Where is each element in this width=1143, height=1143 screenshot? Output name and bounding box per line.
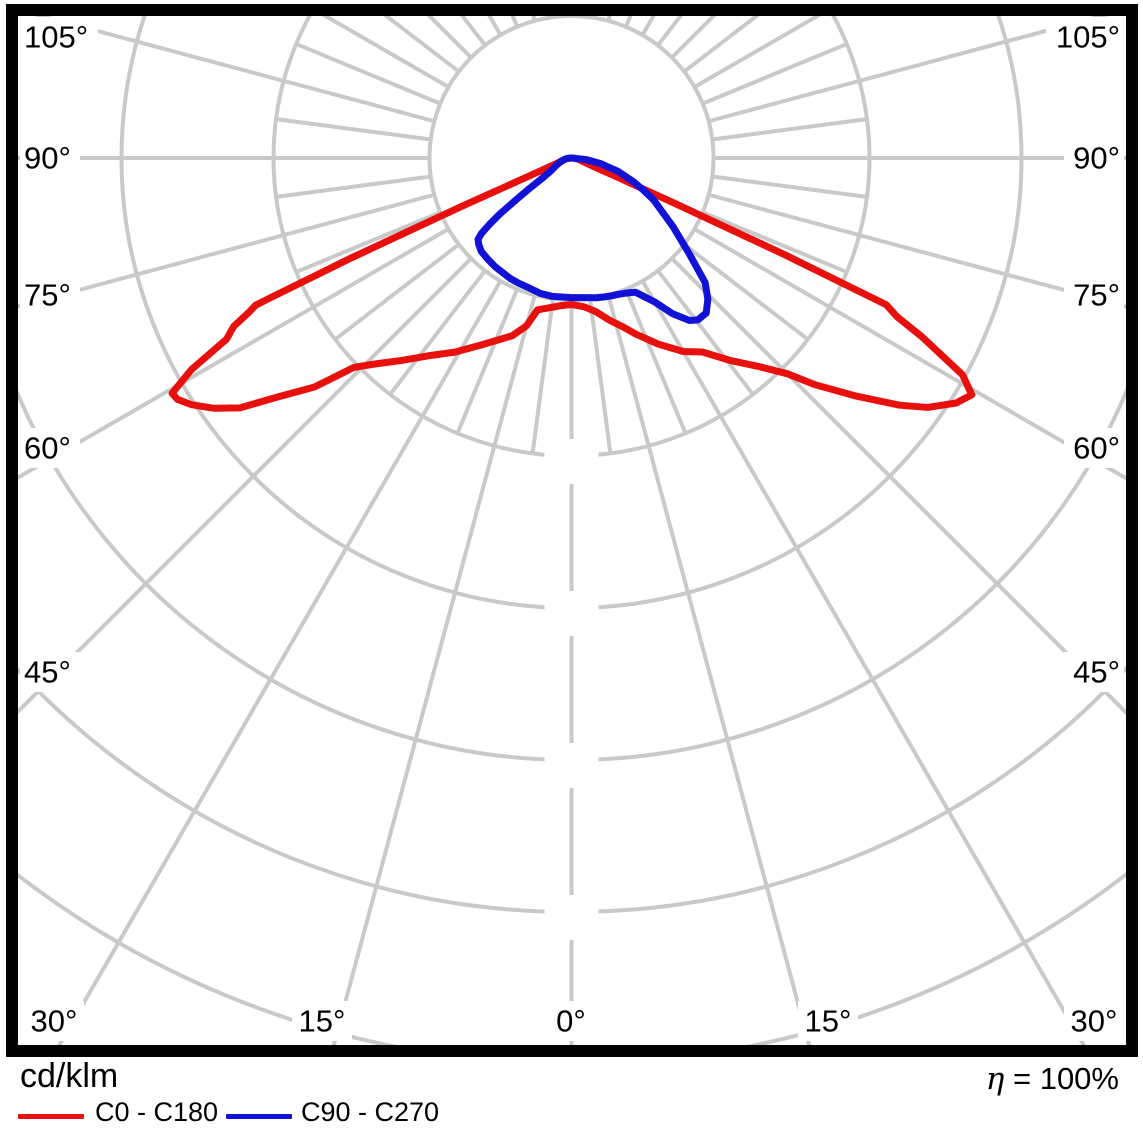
- grid-ray-minor-22.5: [623, 288, 688, 435]
- angle-label-left-105°: 105°: [24, 20, 88, 55]
- grid-ray-major-345: [331, 294, 537, 1045]
- angle-label-left-90°: 90°: [24, 141, 71, 176]
- grid-ray-major-255: [33, 16, 435, 124]
- grid-ray-minor-97.5: [712, 117, 868, 142]
- curve-c0-c180: [168, 154, 976, 412]
- eta-symbol: η: [985, 1061, 1005, 1097]
- angle-label-left-105°-halo: [20, 17, 98, 57]
- angle-label-bottom-0-30°: 30°: [31, 1004, 78, 1039]
- grid-ray-minor-247.5: [295, 42, 442, 106]
- angle-label-right-60°: 60°: [1073, 431, 1120, 466]
- legend-label-c90-c270: C90 - C270: [301, 1097, 440, 1127]
- efficiency-label: η = 100%: [986, 1061, 1119, 1097]
- angle-label-left-75°: 75°: [24, 278, 71, 313]
- grid-ray-minor-52.5: [682, 242, 810, 341]
- legend-swatch-c0-c180: [18, 1114, 84, 1119]
- grid-ray-minor-217.5: [460, 16, 487, 47]
- legend-row: C0 - C180 C90 - C270: [0, 1097, 1143, 1137]
- grid-ray-minor-277.5: [275, 174, 431, 199]
- grid-ray-minor-142.5: [656, 16, 683, 47]
- plot-frame: [6, 4, 1138, 1057]
- legend: cd/klm η = 100% C0 - C180 C90 - C270: [0, 1057, 1143, 1143]
- angle-label-right-75°-halo: [1064, 275, 1124, 315]
- curve-c90-c270: [474, 154, 712, 324]
- grid-ray-major-75: [708, 192, 1131, 310]
- grid-ray-minor-7.5: [588, 298, 613, 454]
- angle-label-right-60°-halo: [1064, 428, 1124, 468]
- grid-ray-minor-262.5: [275, 117, 431, 142]
- unit-label: cd/klm: [20, 1057, 119, 1095]
- radial-label-patch-4: [544, 895, 599, 940]
- angle-label-left-90°-halo: [20, 138, 80, 178]
- grid-ray-minor-67.5: [701, 210, 848, 274]
- grid-ray-major-300: [18, 227, 450, 480]
- angle-labels: 105° 90° 75° 60° 45° 105° 90° 75° 60° 45° 30° 15° 0°…: [20, 17, 1124, 1041]
- angle-label-right-75°: 75°: [1073, 278, 1120, 313]
- grid-ray-minor-37.5: [656, 269, 755, 396]
- grid-ray-minor-322.5: [388, 269, 487, 396]
- legend-swatch-c90-c270: [226, 1114, 292, 1119]
- angle-label-bottom-4-30°-halo: [1064, 1001, 1124, 1041]
- angle-label-bottom-0-30°-halo: [24, 1001, 84, 1041]
- radial-label-patch-3: [544, 743, 599, 788]
- angle-label-left-45°: 45°: [24, 655, 71, 690]
- angle-label-bottom-1-15°: 15°: [299, 1004, 346, 1039]
- angle-label-bottom-2-0°: 0°: [556, 1004, 586, 1039]
- angle-label-right-90°-halo: [1064, 138, 1124, 178]
- legend-label-c0-c180: C0 - C180: [95, 1097, 219, 1127]
- grid-ray-minor-112.5: [701, 42, 848, 106]
- angle-label-bottom-4-30°: 30°: [1071, 1004, 1118, 1039]
- grid-ray-minor-292.5: [295, 210, 442, 274]
- intensity-curves: [168, 154, 976, 412]
- angle-label-bottom-2-0°-halo: [550, 1001, 592, 1041]
- radial-label-patch-2: [544, 591, 599, 636]
- grid-ray-minor-232.5: [383, 16, 461, 74]
- grid-ray-major-315: [18, 256, 473, 715]
- grid-ray-minor-352.5: [530, 298, 555, 454]
- grid-ray-minor-307.5: [333, 242, 461, 341]
- eta-value: = 100%: [1012, 1061, 1119, 1096]
- grid-ray-major-285: [18, 192, 435, 309]
- radial-scale-label-patches: [544, 439, 599, 940]
- angle-label-right-90°: 90°: [1073, 141, 1120, 176]
- grid-ray-major-30: [640, 279, 1086, 1045]
- grid-ray-major-15: [606, 294, 812, 1045]
- angle-label-right-45°-halo: [1064, 652, 1124, 692]
- angle-label-bottom-3-15°-halo: [798, 1001, 858, 1041]
- angle-label-bottom-3-15°: 15°: [805, 1004, 852, 1039]
- angle-label-left-45°-halo: [20, 652, 80, 692]
- grid-ray-major-45: [670, 256, 1131, 721]
- angle-label-bottom-1-15°-halo: [292, 1001, 352, 1041]
- grid-ray-major-330: [57, 279, 503, 1045]
- grid-ray-minor-127.5: [682, 16, 760, 74]
- grid-ray-major-105: [708, 16, 1110, 124]
- grid-ray-minor-82.5: [712, 174, 868, 199]
- polar-plot: 105° 90° 75° 60° 45° 105° 90° 75° 60° 45° 30° 15° 0°…: [6, 4, 1138, 1057]
- angle-label-right-45°: 45°: [1073, 655, 1120, 690]
- angle-label-right-105°-halo: [1046, 17, 1124, 57]
- angle-label-right-105°: 105°: [1056, 20, 1120, 55]
- angle-label-left-75°-halo: [20, 275, 80, 315]
- angle-label-left-60°-halo: [20, 428, 80, 468]
- angle-label-left-60°: 60°: [24, 431, 71, 466]
- radial-label-patch-1: [544, 439, 599, 484]
- grid-ray-major-60: [693, 227, 1131, 484]
- grid-ray-minor-337.5: [455, 288, 520, 435]
